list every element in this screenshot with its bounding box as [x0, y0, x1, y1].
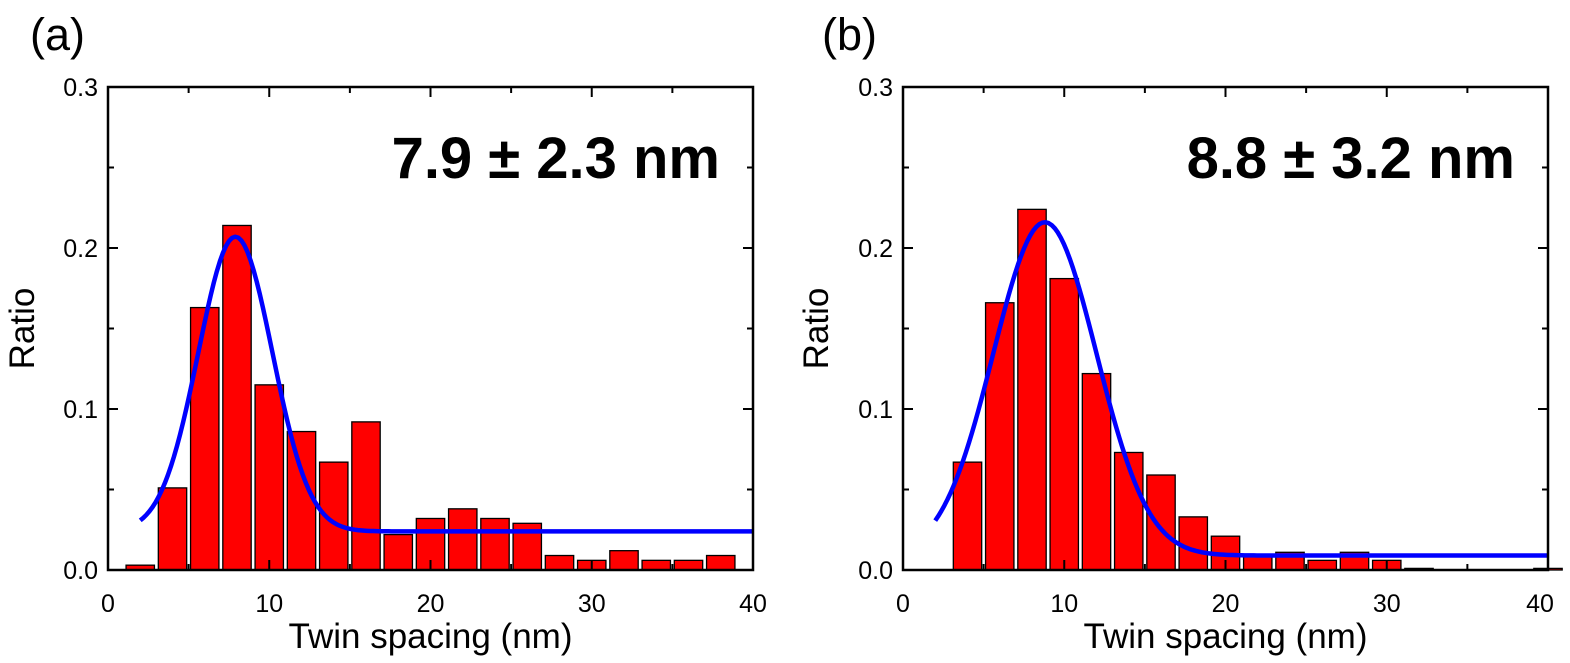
y-tick-label: 0.0 — [63, 557, 98, 585]
x-tick-labels: 0 10 20 30 40 — [896, 590, 1554, 618]
x-axis-title: Twin spacing (nm) — [1084, 617, 1368, 656]
histogram-bar — [1049, 277, 1080, 571]
histogram-bar — [286, 430, 317, 571]
axis-ticks — [107, 86, 754, 571]
x-tick-label: 30 — [578, 590, 606, 618]
x-axis-title: Twin spacing (nm) — [289, 617, 573, 656]
histogram-bar — [609, 550, 639, 571]
x-tick-label: 0 — [101, 590, 115, 618]
annotation-mean-std: 7.9 ± 2.3 nm — [392, 126, 720, 191]
y-tick-labels: 0.0 0.1 0.2 0.3 — [63, 74, 98, 585]
y-axis-title: Ratio — [3, 288, 42, 370]
histogram-bar — [1146, 474, 1176, 571]
x-tick-label: 10 — [255, 590, 283, 618]
histogram-bar — [705, 554, 736, 571]
histogram-bar — [383, 533, 414, 571]
gaussian-fit-curve — [933, 220, 1548, 558]
x-tick-label: 20 — [1212, 590, 1240, 618]
y-tick-label: 0.3 — [858, 74, 893, 102]
panel-a: (a) 0 10 20 30 40 0.0 0.1 0.2 0.3 Twin s… — [3, 9, 767, 656]
histogram-bar — [254, 384, 285, 571]
histogram-bar — [544, 554, 575, 571]
histogram-bar — [189, 306, 220, 571]
histogram-bar — [641, 559, 672, 571]
x-tick-label: 10 — [1050, 590, 1078, 618]
x-tick-label: 40 — [1526, 590, 1554, 618]
histogram-bars — [952, 208, 1563, 571]
histogram-bar — [222, 224, 252, 571]
histogram-bar — [447, 508, 478, 571]
histogram-bar — [480, 517, 510, 571]
histogram-bar — [984, 302, 1015, 571]
y-tick-label: 0.0 — [858, 557, 893, 585]
x-tick-label: 40 — [739, 590, 767, 618]
histogram-bar — [1017, 208, 1047, 571]
annotation-mean-std: 8.8 ± 3.2 nm — [1187, 126, 1515, 191]
y-tick-labels: 0.0 0.1 0.2 0.3 — [858, 74, 893, 585]
histogram-bar — [673, 559, 704, 571]
axis-ticks — [902, 86, 1549, 571]
x-tick-labels: 0 10 20 30 40 — [101, 590, 767, 618]
x-tick-label: 0 — [896, 590, 910, 618]
histogram-bar — [157, 487, 188, 571]
y-tick-label: 0.1 — [63, 396, 98, 424]
panel-label: (a) — [30, 9, 85, 60]
x-tick-label: 20 — [417, 590, 445, 618]
y-tick-label: 0.3 — [63, 74, 98, 102]
panel-label: (b) — [822, 9, 877, 60]
histogram-bar — [1307, 559, 1338, 571]
histogram-bar — [1178, 516, 1209, 571]
x-tick-label: 30 — [1373, 590, 1401, 618]
histogram-bar — [351, 421, 381, 571]
y-tick-label: 0.1 — [858, 396, 893, 424]
panel-b: (b) 0 10 20 30 40 0.0 0.1 0.2 0.3 Twin s… — [797, 9, 1563, 656]
y-axis-title: Ratio — [797, 288, 836, 370]
y-tick-label: 0.2 — [63, 235, 98, 263]
gaussian-fit-curve — [138, 234, 753, 534]
histogram-bars — [125, 224, 736, 571]
y-tick-label: 0.2 — [858, 235, 893, 263]
histogram-bar — [1081, 372, 1112, 571]
